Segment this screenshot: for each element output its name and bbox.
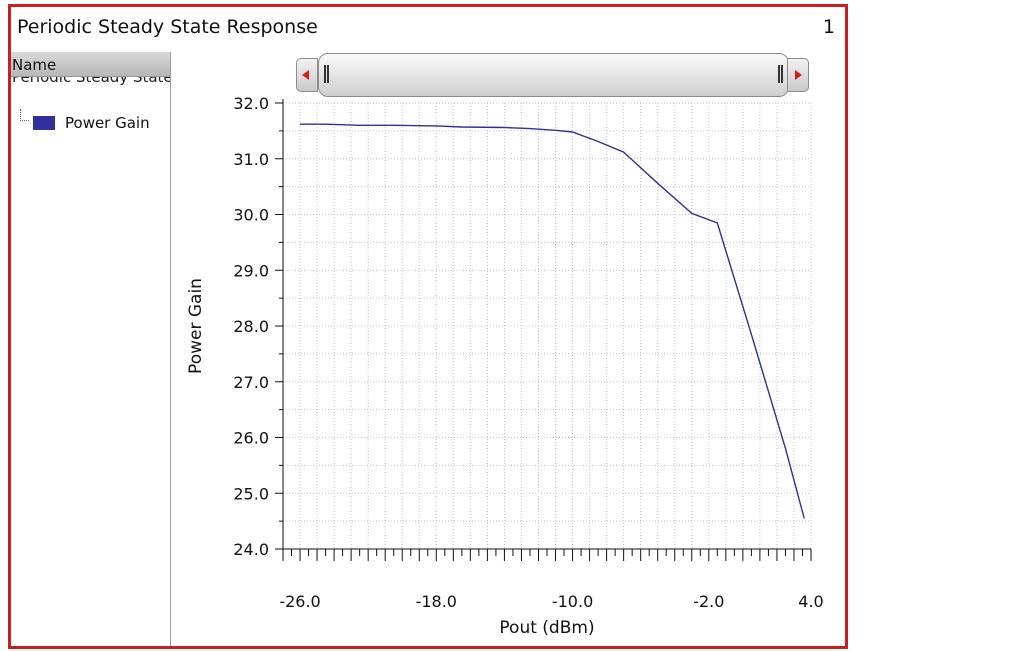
y-tick-label: 32.0 — [233, 94, 269, 113]
x-tick-label: -18.0 — [416, 592, 457, 611]
legend-truncated-text: Periodic Steady State — [12, 77, 170, 85]
legend-swatch — [33, 116, 55, 130]
scroll-left-button[interactable] — [296, 58, 318, 92]
legend-panel: Name Periodic Steady State Power Gain — [11, 52, 171, 646]
grip-left-handle[interactable] — [324, 65, 329, 83]
y-tick-label: 27.0 — [233, 373, 269, 392]
y-tick-label: 24.0 — [233, 540, 269, 559]
tree-connector — [20, 109, 29, 121]
window-title: Periodic Steady State Response — [17, 16, 318, 38]
legend-item-label: Power Gain — [65, 114, 150, 132]
y-tick-label: 30.0 — [233, 206, 269, 225]
y-tick-label: 29.0 — [233, 261, 269, 280]
x-axis-label: Pout (dBm) — [499, 618, 594, 638]
y-tick-label: 26.0 — [233, 429, 269, 448]
legend-truncated-row: Periodic Steady State — [11, 77, 170, 85]
x-tick-label: -2.0 — [693, 592, 724, 611]
scroll-right-button[interactable] — [787, 58, 809, 92]
pane-number: 1 — [822, 16, 835, 38]
arrow-right-icon — [795, 70, 802, 80]
power-gain-chart: 24.0 25.0 26.0 27.0 28.0 29.0 30.0 31.0 32.0 -26.… — [186, 94, 824, 638]
x-range-scrollbar[interactable] — [296, 51, 809, 97]
y-tick-label: 28.0 — [233, 317, 269, 336]
legend-column-header[interactable]: Name — [11, 52, 170, 77]
x-tick-label: 4.0 — [798, 592, 823, 611]
x-tick-label: -26.0 — [279, 592, 320, 611]
series-line-power-gain — [300, 123, 805, 519]
grip-right-handle[interactable] — [778, 65, 783, 83]
arrow-left-icon — [302, 70, 309, 80]
y-tick-label: 31.0 — [233, 150, 269, 169]
chart-window: Periodic Steady State Response 1 Name Pe… — [8, 4, 848, 649]
y-tick-label: 25.0 — [233, 484, 269, 503]
y-axis-label: Power Gain — [186, 278, 206, 374]
legend-item-power-gain[interactable]: Power Gain — [33, 114, 150, 132]
x-tick-label: -10.0 — [552, 592, 593, 611]
